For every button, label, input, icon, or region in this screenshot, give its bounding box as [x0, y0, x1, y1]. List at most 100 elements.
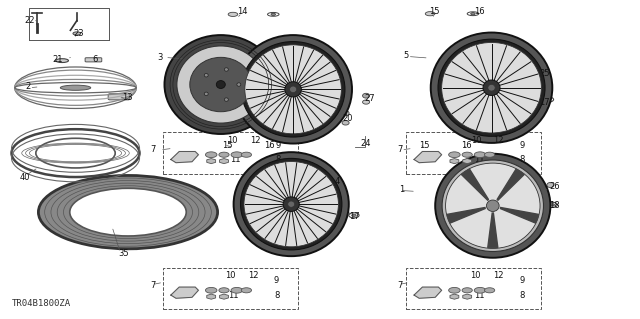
Text: 15: 15: [222, 141, 232, 150]
Ellipse shape: [462, 152, 472, 157]
Text: 9: 9: [520, 141, 525, 150]
Ellipse shape: [488, 85, 495, 91]
Ellipse shape: [234, 152, 349, 256]
Ellipse shape: [241, 41, 345, 137]
Ellipse shape: [283, 197, 300, 211]
Ellipse shape: [425, 11, 435, 16]
Ellipse shape: [219, 152, 229, 157]
Ellipse shape: [224, 144, 234, 149]
Text: 10: 10: [227, 136, 237, 145]
Text: 23: 23: [74, 29, 84, 38]
Ellipse shape: [474, 287, 486, 293]
Text: 25: 25: [317, 228, 327, 237]
Ellipse shape: [38, 175, 218, 249]
Ellipse shape: [164, 35, 277, 134]
Text: 27: 27: [365, 94, 376, 103]
Ellipse shape: [204, 92, 208, 96]
Polygon shape: [171, 287, 198, 298]
Polygon shape: [500, 207, 538, 223]
Polygon shape: [414, 152, 442, 163]
FancyBboxPatch shape: [85, 58, 102, 62]
Ellipse shape: [225, 98, 228, 101]
Text: 9: 9: [275, 141, 280, 150]
Text: 24: 24: [360, 139, 371, 148]
Text: 13: 13: [122, 93, 132, 102]
Ellipse shape: [70, 188, 186, 236]
Text: 1: 1: [399, 185, 404, 194]
Ellipse shape: [241, 159, 342, 250]
Text: 14: 14: [237, 7, 247, 16]
Text: 12: 12: [250, 136, 260, 145]
Text: 18: 18: [549, 201, 560, 210]
Text: 17: 17: [349, 212, 360, 221]
Text: 16: 16: [474, 7, 484, 16]
Ellipse shape: [442, 42, 541, 133]
Polygon shape: [488, 213, 498, 248]
Ellipse shape: [285, 82, 301, 97]
Bar: [406, 268, 541, 309]
Polygon shape: [497, 169, 524, 200]
Ellipse shape: [362, 100, 370, 104]
Ellipse shape: [484, 152, 495, 157]
Ellipse shape: [442, 160, 543, 251]
Ellipse shape: [245, 45, 341, 134]
Text: 5: 5: [403, 51, 408, 60]
Bar: [163, 132, 298, 174]
Ellipse shape: [231, 152, 243, 158]
Text: 16: 16: [461, 141, 472, 150]
Text: TR04B1800ZA: TR04B1800ZA: [12, 299, 70, 308]
Ellipse shape: [474, 152, 486, 158]
Ellipse shape: [445, 163, 540, 249]
Ellipse shape: [342, 121, 349, 125]
Ellipse shape: [449, 152, 460, 158]
Text: 16: 16: [264, 141, 275, 150]
Text: 20: 20: [342, 114, 353, 122]
Ellipse shape: [177, 46, 265, 123]
Polygon shape: [414, 287, 442, 298]
Ellipse shape: [431, 33, 552, 143]
Ellipse shape: [231, 287, 243, 293]
Ellipse shape: [234, 35, 352, 144]
Ellipse shape: [547, 182, 554, 188]
Text: 11: 11: [474, 155, 484, 164]
Text: 3: 3: [157, 53, 162, 62]
Ellipse shape: [483, 80, 500, 95]
Text: 6: 6: [93, 55, 98, 63]
Ellipse shape: [271, 13, 275, 15]
Text: 25: 25: [540, 69, 550, 78]
Ellipse shape: [205, 287, 217, 293]
Ellipse shape: [471, 13, 475, 15]
Polygon shape: [447, 207, 485, 223]
Polygon shape: [171, 152, 198, 163]
Ellipse shape: [60, 85, 91, 90]
Ellipse shape: [449, 287, 460, 293]
FancyBboxPatch shape: [108, 94, 130, 100]
Text: 17: 17: [540, 98, 550, 107]
Ellipse shape: [333, 178, 340, 183]
Ellipse shape: [319, 228, 326, 233]
Text: 12: 12: [493, 271, 503, 280]
Ellipse shape: [237, 83, 241, 86]
Text: 7: 7: [397, 145, 402, 154]
Text: 8: 8: [275, 155, 280, 164]
Text: 11: 11: [230, 155, 241, 164]
Ellipse shape: [36, 138, 115, 168]
Text: 8: 8: [519, 291, 524, 300]
Ellipse shape: [461, 145, 465, 147]
Text: 10: 10: [471, 136, 481, 145]
Ellipse shape: [352, 214, 356, 217]
Ellipse shape: [225, 68, 228, 71]
Ellipse shape: [241, 152, 252, 157]
Ellipse shape: [241, 288, 252, 293]
Ellipse shape: [204, 73, 208, 77]
Text: 10: 10: [225, 271, 236, 280]
Text: 8: 8: [520, 155, 525, 164]
Text: 11: 11: [228, 291, 239, 300]
Bar: [163, 268, 298, 309]
Text: 12: 12: [493, 136, 504, 145]
Text: 22: 22: [24, 16, 35, 25]
Text: 7: 7: [150, 281, 156, 290]
Ellipse shape: [486, 200, 499, 211]
Text: 21: 21: [52, 55, 63, 63]
Ellipse shape: [216, 81, 225, 88]
